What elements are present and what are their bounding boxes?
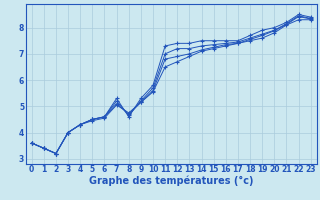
X-axis label: Graphe des températures (°c): Graphe des températures (°c) [89, 176, 253, 186]
